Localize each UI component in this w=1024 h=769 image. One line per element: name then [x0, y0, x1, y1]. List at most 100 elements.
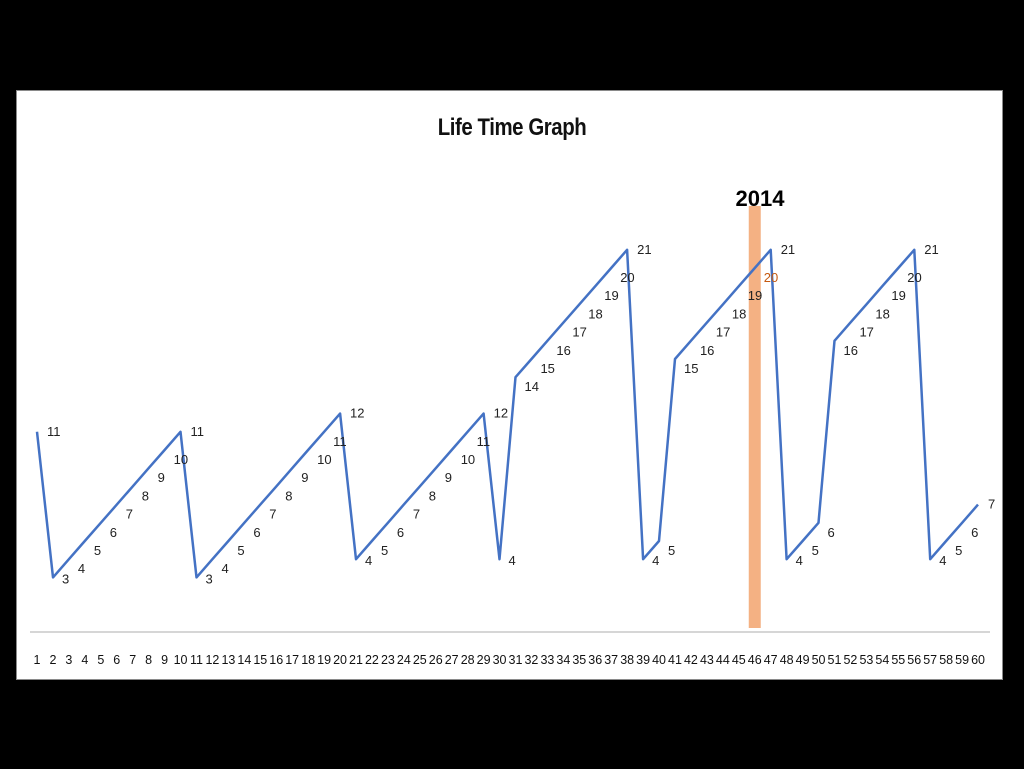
- data-label: 15: [540, 361, 554, 376]
- x-tick-label: 8: [145, 653, 152, 667]
- data-label: 6: [971, 525, 978, 540]
- data-label: 18: [732, 306, 746, 321]
- x-tick-label: 20: [333, 653, 347, 667]
- x-tick-label: 18: [301, 653, 315, 667]
- data-label: 7: [269, 507, 276, 522]
- data-label: 17: [859, 325, 873, 340]
- data-label: 6: [397, 525, 404, 540]
- data-label: 16: [844, 343, 858, 358]
- x-tick-label: 25: [413, 653, 427, 667]
- data-label: 20: [764, 270, 778, 285]
- x-tick-label: 12: [205, 653, 219, 667]
- data-label: 10: [317, 452, 331, 467]
- data-label: 6: [253, 525, 260, 540]
- data-label: 3: [62, 571, 69, 586]
- x-tick-label: 51: [828, 653, 842, 667]
- data-label: 6: [828, 525, 835, 540]
- data-label: 16: [556, 343, 570, 358]
- x-tick-label: 16: [269, 653, 283, 667]
- x-tick-label: 33: [540, 653, 554, 667]
- data-label: 11: [477, 434, 491, 449]
- x-tick-label: 24: [397, 653, 411, 667]
- x-tick-label: 36: [588, 653, 602, 667]
- x-tick-label: 31: [509, 653, 523, 667]
- x-tick-label: 13: [221, 653, 235, 667]
- x-tick-label: 32: [524, 653, 538, 667]
- x-tick-label: 49: [796, 653, 810, 667]
- data-label: 8: [285, 488, 292, 503]
- data-label: 5: [237, 543, 244, 558]
- data-label: 20: [907, 270, 921, 285]
- x-tick-label: 2: [49, 653, 56, 667]
- series-line: [35, 248, 979, 579]
- x-tick-label: 56: [907, 653, 921, 667]
- data-label: 5: [94, 543, 101, 558]
- x-tick-label: 7: [129, 653, 136, 667]
- x-tick-label: 50: [812, 653, 826, 667]
- data-label: 3: [206, 571, 213, 586]
- x-tick-label: 3: [65, 653, 72, 667]
- data-label: 12: [350, 406, 364, 421]
- x-tick-label: 46: [748, 653, 762, 667]
- data-label: 4: [939, 553, 946, 568]
- x-tick-label: 35: [572, 653, 586, 667]
- data-label: 8: [142, 488, 149, 503]
- x-tick-label: 29: [477, 653, 491, 667]
- x-tick-label: 45: [732, 653, 746, 667]
- data-label: 21: [637, 242, 651, 257]
- x-tick-label: 38: [620, 653, 634, 667]
- x-tick-label: 54: [875, 653, 889, 667]
- data-label: 4: [78, 561, 85, 576]
- data-label: 5: [955, 543, 962, 558]
- data-label: 4: [509, 553, 516, 568]
- data-label: 4: [796, 553, 803, 568]
- data-label: 16: [700, 343, 714, 358]
- data-label: 7: [413, 507, 420, 522]
- x-tick-label: 1: [34, 653, 41, 667]
- data-label: 19: [604, 288, 618, 303]
- x-tick-label: 60: [971, 653, 985, 667]
- x-tick-label: 52: [843, 653, 857, 667]
- x-tick-label: 40: [652, 653, 666, 667]
- x-tick-label: 23: [381, 653, 395, 667]
- data-label: 10: [174, 452, 188, 467]
- x-tick-label: 28: [461, 653, 475, 667]
- x-tick-label: 39: [636, 653, 650, 667]
- x-tick-label: 27: [445, 653, 459, 667]
- x-tick-label: 10: [174, 653, 188, 667]
- x-tick-label: 53: [859, 653, 873, 667]
- x-tick-label: 43: [700, 653, 714, 667]
- x-tick-label: 15: [253, 653, 267, 667]
- data-label: 4: [652, 553, 659, 568]
- data-label: 11: [191, 424, 205, 439]
- x-tick-label: 58: [939, 653, 953, 667]
- data-label: 9: [158, 470, 165, 485]
- x-tick-label: 42: [684, 653, 698, 667]
- x-tick-label: 55: [891, 653, 905, 667]
- x-tick-label: 59: [955, 653, 969, 667]
- x-tick-label: 57: [923, 653, 937, 667]
- highlight-band: [748, 206, 761, 628]
- data-label: 19: [891, 288, 905, 303]
- x-tick-label: 11: [190, 653, 203, 667]
- x-tick-label: 41: [668, 653, 682, 667]
- data-label: 21: [781, 242, 795, 257]
- x-tick-label: 48: [780, 653, 794, 667]
- x-tick-label: 9: [161, 653, 168, 667]
- x-tick-label: 21: [349, 653, 363, 667]
- x-tick-label: 37: [604, 653, 618, 667]
- data-label: 21: [924, 242, 938, 257]
- data-label: 18: [588, 306, 602, 321]
- x-tick-label: 6: [113, 653, 120, 667]
- data-label: 14: [525, 379, 539, 394]
- data-label: 7: [126, 507, 133, 522]
- chart-area: [16, 90, 1003, 680]
- x-tick-label: 26: [429, 653, 443, 667]
- chart-title: Life Time Graph: [437, 114, 587, 141]
- data-label: 10: [461, 452, 475, 467]
- data-label: 5: [668, 543, 675, 558]
- data-label: 11: [47, 424, 61, 439]
- data-label: 19: [748, 288, 762, 303]
- x-tick-label: 5: [97, 653, 104, 667]
